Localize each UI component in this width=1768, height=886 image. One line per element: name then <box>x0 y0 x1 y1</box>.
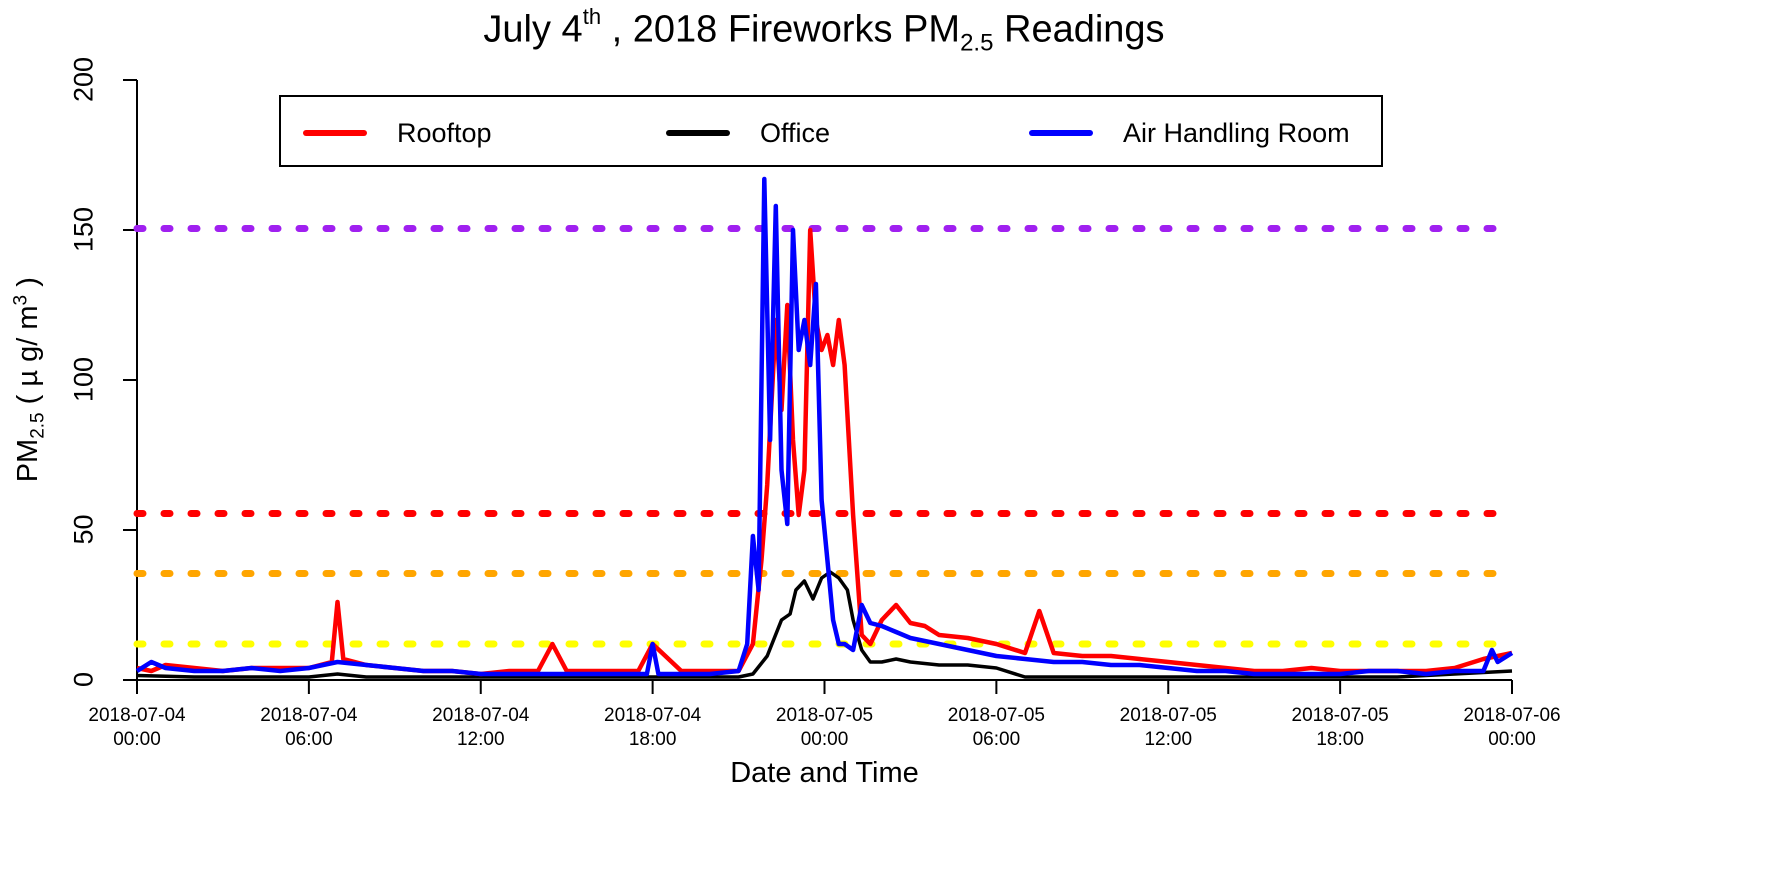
x-tick-label: 2018-07-05 00:00 <box>775 705 874 750</box>
x-tick-label: 2018-07-05 12:00 <box>1119 705 1217 750</box>
x-axis-label: Date and Time <box>730 757 919 789</box>
title-superscript: th <box>582 4 602 29</box>
series-line-rooftop <box>136 227 1513 677</box>
ylabel-superscript: 3 <box>10 294 32 306</box>
legend-item-rooftop: Rooftop <box>303 117 492 149</box>
series-line-air-handling-room <box>135 176 1514 677</box>
ylabel-text-end: ) <box>11 277 44 295</box>
x-tick-label: 2018-07-05 18:00 <box>1291 705 1389 750</box>
chart-title: July 4th , 2018 Fireworks PM2.5 Readings <box>0 4 1648 57</box>
x-tick-label: 2018-07-04 06:00 <box>260 705 358 750</box>
x-tick-label: 2018-07-06 00:00 <box>1463 705 1561 750</box>
legend-swatch-black <box>666 130 730 136</box>
data-series <box>135 176 1514 679</box>
axes <box>123 79 1513 694</box>
legend-swatch-red <box>303 130 367 136</box>
legend-label: Air Handling Room <box>1123 117 1350 148</box>
x-tick-label: 2018-07-04 00:00 <box>88 705 186 750</box>
ylabel-subscript: 2.5 <box>27 412 49 439</box>
title-text-mid: , 2018 Fireworks PM <box>601 8 961 51</box>
x-tick-label: 2018-07-04 12:00 <box>432 705 530 750</box>
y-tick-label: 150 <box>68 206 99 253</box>
reference-lines <box>133 225 1516 648</box>
legend-label: Rooftop <box>397 117 492 148</box>
legend-label: Office <box>760 117 831 148</box>
x-tick-label: 2018-07-04 18:00 <box>604 705 702 750</box>
title-subscript: 2.5 <box>960 29 994 57</box>
x-tick-label: 2018-07-05 06:00 <box>947 705 1045 750</box>
legend-item-air-handling-room: Air Handling Room <box>1029 117 1350 149</box>
title-text-end: Readings <box>993 8 1165 51</box>
legend-swatch-blue <box>1029 130 1093 136</box>
legend-item-office: Office <box>666 117 830 149</box>
ylabel-text-mid: ( µ g/ m <box>11 305 44 413</box>
title-text: July 4 <box>483 8 583 51</box>
y-tick-label: 50 <box>68 514 99 545</box>
legend: Rooftop Office Air Handling Room <box>279 95 1383 167</box>
y-axis-label: PM2.5 ( µ g/ m3 ) <box>10 100 49 660</box>
ylabel-text: PM <box>11 438 44 483</box>
y-tick-label: 100 <box>68 356 99 403</box>
y-tick-label: 200 <box>68 56 99 103</box>
